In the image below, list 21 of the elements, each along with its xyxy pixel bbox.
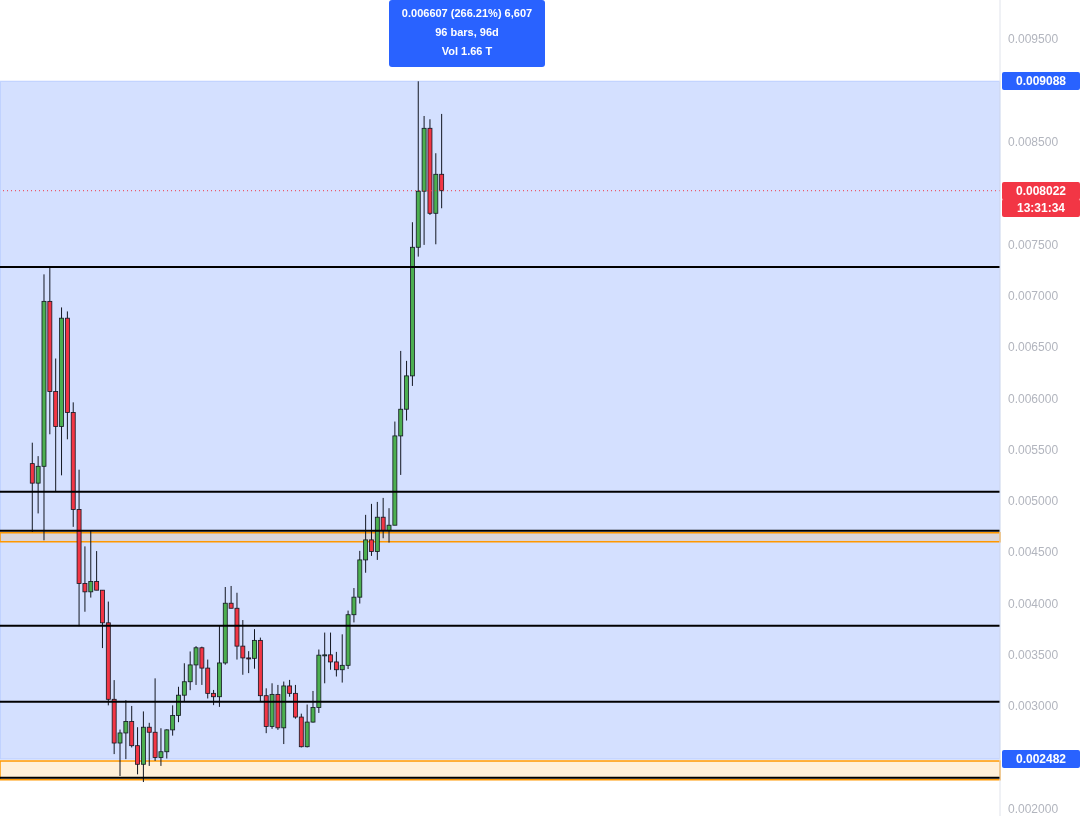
y-tick-label: 0.002000 [1008, 802, 1059, 816]
y-tick-label: 0.005500 [1008, 442, 1059, 457]
y-tick-label: 0.009500 [1008, 32, 1059, 47]
annotation: Vol 1.66 T [440, 44, 494, 59]
y-tick-label: 0.004500 [1008, 545, 1059, 560]
annotation: 96 bars, 96d [434, 25, 500, 40]
y-tick-label: 0.008500 [1008, 134, 1059, 149]
ref-line-label: 0.008022 [1002, 181, 1080, 200]
annotation: 0.006607 (266.21%) 6,607 [400, 6, 534, 21]
measure-info-box: 0.006607 (266.21%) 6,607 96 bars, 96d Vol 1.66 T [389, 0, 545, 67]
y-tick-label: 0.006000 [1008, 391, 1059, 406]
text: 0.002482 [1002, 750, 1080, 769]
y-tick-label: 0.003000 [1008, 699, 1059, 714]
y-tick-label: 0.007000 [1008, 288, 1059, 303]
y-tick-label: 0.004000 [1008, 596, 1059, 611]
text: 13:31:34 [1002, 198, 1080, 217]
text: 0.009088 [1002, 72, 1080, 91]
y-tick-label: 0.003500 [1008, 648, 1059, 663]
y-tick-label: 0.007500 [1008, 237, 1059, 252]
y-tick-label: 0.005000 [1008, 494, 1059, 509]
y-tick-label: 0.006500 [1008, 340, 1059, 355]
